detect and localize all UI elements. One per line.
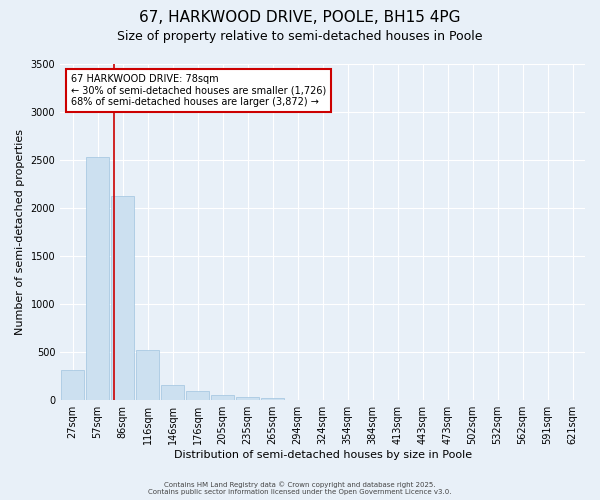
Text: 67, HARKWOOD DRIVE, POOLE, BH15 4PG: 67, HARKWOOD DRIVE, POOLE, BH15 4PG — [139, 10, 461, 25]
Text: Contains public sector information licensed under the Open Government Licence v3: Contains public sector information licen… — [148, 489, 452, 495]
Text: Size of property relative to semi-detached houses in Poole: Size of property relative to semi-detach… — [117, 30, 483, 43]
Bar — [136, 350, 159, 400]
Y-axis label: Number of semi-detached properties: Number of semi-detached properties — [15, 129, 25, 335]
Bar — [236, 398, 259, 400]
Bar — [86, 157, 109, 400]
Bar — [61, 370, 84, 400]
Bar — [186, 390, 209, 400]
Bar — [161, 385, 184, 400]
Bar — [111, 196, 134, 400]
Bar — [211, 396, 234, 400]
X-axis label: Distribution of semi-detached houses by size in Poole: Distribution of semi-detached houses by … — [173, 450, 472, 460]
Text: 67 HARKWOOD DRIVE: 78sqm
← 30% of semi-detached houses are smaller (1,726)
68% o: 67 HARKWOOD DRIVE: 78sqm ← 30% of semi-d… — [71, 74, 326, 108]
Text: Contains HM Land Registry data © Crown copyright and database right 2025.: Contains HM Land Registry data © Crown c… — [164, 481, 436, 488]
Bar — [261, 398, 284, 400]
